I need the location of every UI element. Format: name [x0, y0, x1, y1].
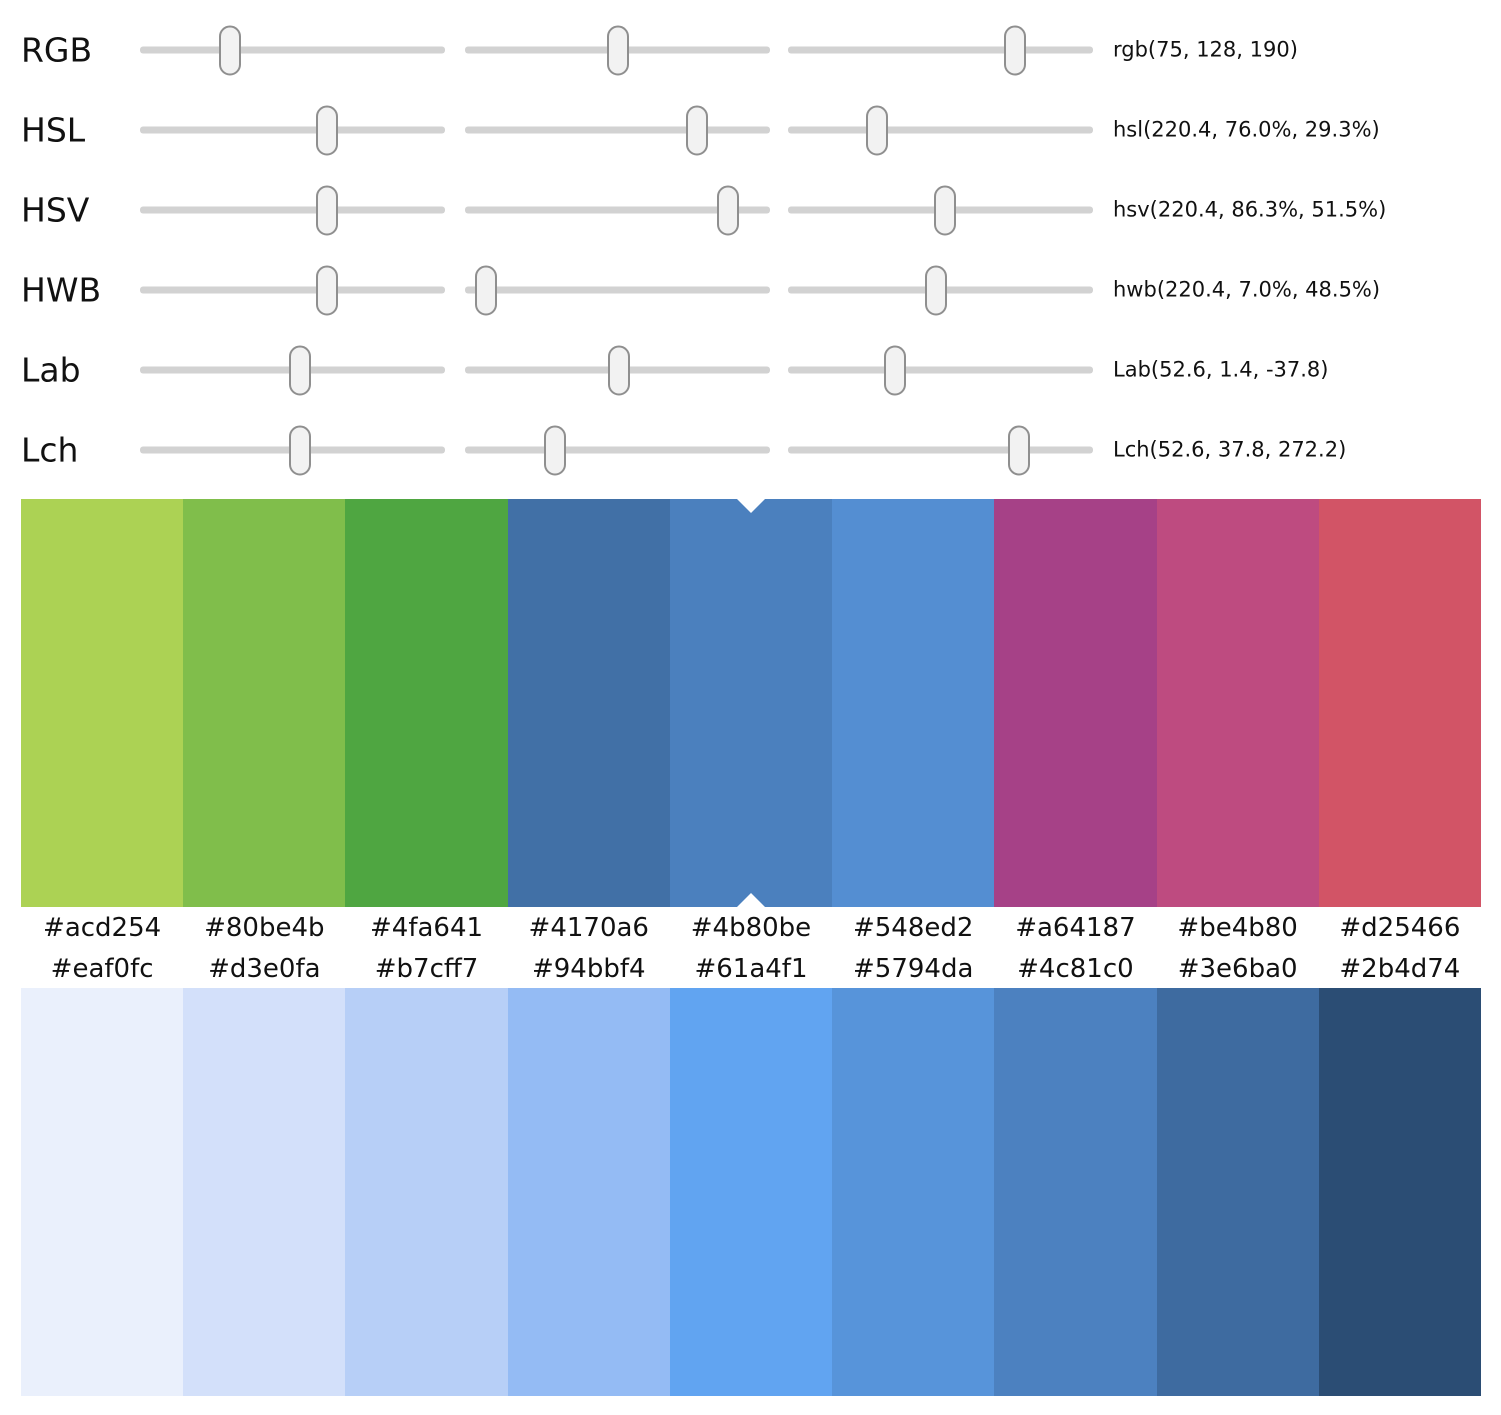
- color-value-readout: hwb(220.4, 7.0%, 48.5%): [1113, 277, 1381, 302]
- swatch-hex-label: #eaf0fc: [50, 954, 154, 984]
- slider-track-hwb-2[interactable]: [465, 265, 770, 315]
- slider-track-hsl-3[interactable]: [788, 105, 1093, 155]
- swatch-hex-label: #4c81c0: [1017, 954, 1134, 984]
- swatch-hex-label: #80be4b: [204, 913, 325, 943]
- palette-strip: [21, 499, 1481, 907]
- slider-track-rgb-2[interactable]: [465, 25, 770, 75]
- color-swatch[interactable]: [183, 499, 346, 907]
- slider-handle-hwb-1[interactable]: [315, 265, 338, 315]
- slider-row-lab: Lab Lab(52.6, 1.4, -37.8): [0, 330, 1501, 410]
- color-swatch[interactable]: [669, 988, 833, 1396]
- swatch-hex-label: #94bbf4: [531, 954, 646, 984]
- slider-track-lab-1[interactable]: [140, 345, 445, 395]
- color-swatch[interactable]: [21, 988, 184, 1396]
- color-swatch[interactable]: [1318, 988, 1481, 1396]
- swatch-hex-label: #5794da: [853, 954, 974, 984]
- slider-handle-rgb-1[interactable]: [218, 25, 241, 75]
- slider-handle-hsl-3[interactable]: [866, 105, 889, 155]
- color-value-readout: hsv(220.4, 86.3%, 51.5%): [1113, 197, 1387, 222]
- color-swatch[interactable]: [669, 499, 833, 907]
- slider-handle-hsl-2[interactable]: [685, 105, 708, 155]
- swatch-hex-label: #d3e0fa: [208, 954, 321, 984]
- slider-track-hwb-1[interactable]: [140, 265, 445, 315]
- slider-handle-lch-3[interactable]: [1007, 425, 1030, 475]
- colorspace-label: HSV: [21, 190, 90, 230]
- swatch-hex-label: #b7cff7: [374, 954, 479, 984]
- slider-handle-hsl-1[interactable]: [315, 105, 338, 155]
- palette-hex-labels: #acd254 #80be4b #4fa641 #4170a6 #4b80be #548e…: [21, 907, 1481, 949]
- slider-track-hsv-3[interactable]: [788, 185, 1093, 235]
- slider-handle-hsv-1[interactable]: [315, 185, 338, 235]
- color-swatch[interactable]: [21, 499, 184, 907]
- selected-swatch-marker-bottom: [737, 893, 765, 907]
- slider-row-lch: Lch Lch(52.6, 37.8, 272.2): [0, 410, 1501, 490]
- slider-track-hsv-1[interactable]: [140, 185, 445, 235]
- slider-track-hwb-3[interactable]: [788, 265, 1093, 315]
- slider-handle-hwb-2[interactable]: [475, 265, 498, 315]
- swatch-hex-label: #548ed2: [852, 913, 974, 943]
- slider-track-hsl-1[interactable]: [140, 105, 445, 155]
- slider-handle-rgb-2[interactable]: [607, 25, 630, 75]
- slider-track-hsv-2[interactable]: [465, 185, 770, 235]
- colorspace-label: HSL: [21, 110, 86, 150]
- color-value-readout: Lab(52.6, 1.4, -37.8): [1113, 357, 1329, 382]
- color-swatch[interactable]: [345, 499, 508, 907]
- swatch-hex-label: #acd254: [43, 913, 162, 943]
- color-swatch[interactable]: [183, 988, 346, 1396]
- color-swatch[interactable]: [832, 988, 995, 1396]
- color-swatch[interactable]: [345, 988, 508, 1396]
- slider-handle-lab-3[interactable]: [884, 345, 907, 395]
- slider-track-lch-3[interactable]: [788, 425, 1093, 475]
- colorspace-label: Lch: [21, 430, 79, 470]
- slider-track-lab-3[interactable]: [788, 345, 1093, 395]
- swatch-hex-label: #a64187: [1015, 913, 1136, 943]
- colorspace-label: RGB: [21, 30, 93, 70]
- colorspace-label: Lab: [21, 350, 81, 390]
- gradient-strip: [21, 988, 1481, 1396]
- slider-handle-rgb-3[interactable]: [1004, 25, 1027, 75]
- color-swatch[interactable]: [1156, 988, 1319, 1396]
- color-swatch[interactable]: [507, 988, 670, 1396]
- swatch-hex-label: #2b4d74: [1339, 954, 1461, 984]
- color-swatch[interactable]: [832, 499, 995, 907]
- slider-track-lch-2[interactable]: [465, 425, 770, 475]
- slider-track-rgb-1[interactable]: [140, 25, 445, 75]
- color-swatch[interactable]: [1156, 499, 1319, 907]
- swatch-hex-label: #4fa641: [370, 913, 484, 943]
- swatch-hex-label: #4170a6: [528, 913, 649, 943]
- swatch-hex-label: #be4b80: [1177, 913, 1298, 943]
- color-swatch[interactable]: [507, 499, 670, 907]
- color-swatch[interactable]: [1318, 499, 1481, 907]
- slider-handle-lab-1[interactable]: [289, 345, 312, 395]
- color-swatch[interactable]: [994, 499, 1157, 907]
- color-swatch[interactable]: [994, 988, 1157, 1396]
- slider-track-hsl-2[interactable]: [465, 105, 770, 155]
- slider-row-hsv: HSV hsv(220.4, 86.3%, 51.5%): [0, 170, 1501, 250]
- slider-handle-hsv-2[interactable]: [717, 185, 740, 235]
- slider-handle-hsv-3[interactable]: [934, 185, 957, 235]
- slider-row-rgb: RGB rgb(75, 128, 190): [0, 10, 1501, 90]
- selected-swatch-marker-top: [737, 499, 765, 513]
- slider-row-hwb: HWB hwb(220.4, 7.0%, 48.5%): [0, 250, 1501, 330]
- colorspace-label: HWB: [21, 270, 102, 310]
- slider-handle-hwb-3[interactable]: [924, 265, 947, 315]
- slider-handle-lch-1[interactable]: [289, 425, 312, 475]
- color-value-readout: Lch(52.6, 37.8, 272.2): [1113, 437, 1347, 462]
- slider-handle-lch-2[interactable]: [543, 425, 566, 475]
- slider-track-rgb-3[interactable]: [788, 25, 1093, 75]
- swatch-hex-label: #61a4f1: [694, 954, 808, 984]
- swatch-hex-label: #3e6ba0: [1177, 954, 1298, 984]
- swatch-hex-label: #4b80be: [690, 913, 812, 943]
- slider-handle-lab-2[interactable]: [608, 345, 631, 395]
- color-value-readout: rgb(75, 128, 190): [1113, 37, 1298, 62]
- slider-track-lch-1[interactable]: [140, 425, 445, 475]
- color-value-readout: hsl(220.4, 76.0%, 29.3%): [1113, 117, 1380, 142]
- slider-row-hsl: HSL hsl(220.4, 76.0%, 29.3%): [0, 90, 1501, 170]
- gradient-hex-labels: #eaf0fc #d3e0fa #b7cff7 #94bbf4 #61a4f1 #5794…: [21, 949, 1481, 989]
- slider-track-lab-2[interactable]: [465, 345, 770, 395]
- swatch-hex-label: #d25466: [1339, 913, 1461, 943]
